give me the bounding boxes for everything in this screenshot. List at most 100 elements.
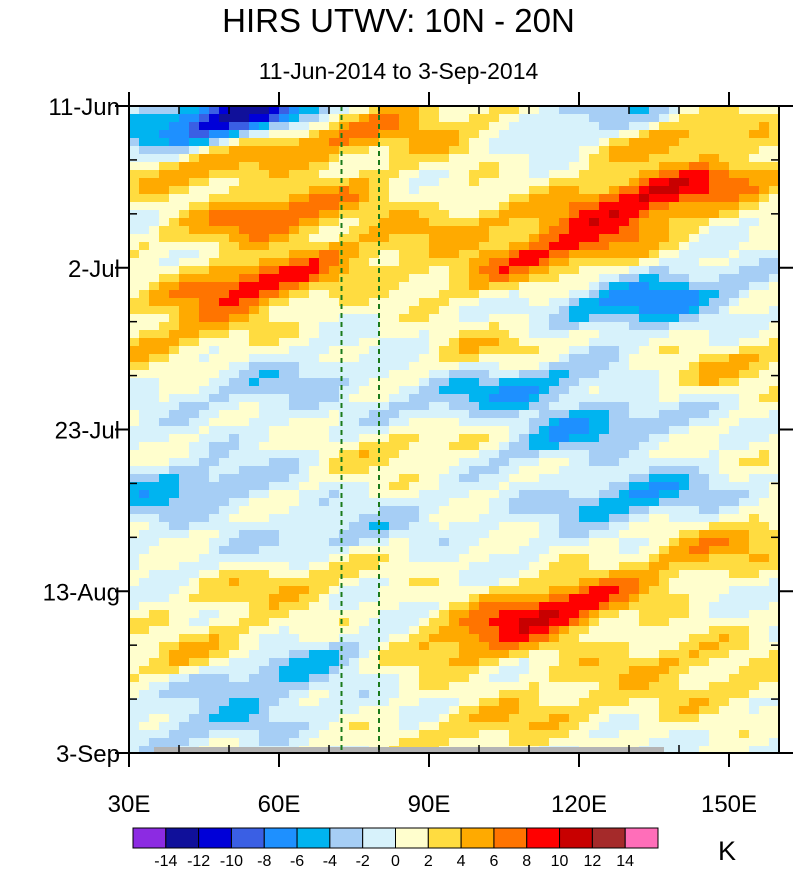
heat-cell <box>159 242 170 251</box>
heat-cell <box>439 370 450 379</box>
heat-cell <box>309 690 320 699</box>
heat-cell <box>549 178 560 187</box>
heat-cell <box>479 250 490 259</box>
heat-cell <box>489 402 500 411</box>
heat-cell <box>439 458 450 467</box>
heat-cell <box>259 642 270 651</box>
heat-cell <box>189 666 200 675</box>
heat-cell <box>249 514 260 523</box>
heat-cell <box>579 266 590 275</box>
heat-cell <box>429 266 440 275</box>
heat-cell <box>399 354 410 363</box>
heat-cell <box>259 378 270 387</box>
heat-cell <box>279 386 290 395</box>
heat-cell <box>539 426 550 435</box>
heat-cell <box>339 290 350 299</box>
heat-cell <box>519 290 530 299</box>
heat-cell <box>399 394 410 403</box>
heat-cell <box>399 530 410 539</box>
heat-cell <box>169 306 180 315</box>
heat-cell <box>589 442 600 451</box>
heat-cell <box>769 202 779 211</box>
heat-cell <box>599 434 610 443</box>
heat-cell <box>569 426 580 435</box>
heat-cell <box>389 610 400 619</box>
heat-cell <box>359 474 370 483</box>
heat-cell <box>709 370 720 379</box>
heat-cell <box>319 130 330 139</box>
heat-cell <box>749 170 760 179</box>
heat-cell <box>499 634 510 643</box>
heat-cell <box>279 178 290 187</box>
heat-cell <box>159 266 170 275</box>
heat-cell <box>699 658 710 667</box>
heat-cell <box>629 450 640 459</box>
heat-cell <box>729 242 740 251</box>
heat-cell <box>439 674 450 683</box>
heat-cell <box>549 626 560 635</box>
heat-cell <box>409 458 420 467</box>
heat-cell <box>509 610 520 619</box>
heat-cell <box>589 706 600 715</box>
heat-cell <box>679 458 690 467</box>
heat-cell <box>219 394 230 403</box>
heat-cell <box>429 538 440 547</box>
heat-cell <box>769 570 779 579</box>
heat-cell <box>529 602 540 611</box>
heat-cell <box>449 138 460 147</box>
heat-cell <box>519 698 530 707</box>
heat-cell <box>359 250 370 259</box>
heat-cell <box>549 290 560 299</box>
heat-cell <box>379 162 390 171</box>
heat-cell <box>309 170 320 179</box>
heat-cell <box>319 474 330 483</box>
heat-cell <box>599 170 610 179</box>
heat-cell <box>659 242 670 251</box>
heat-cell <box>479 458 490 467</box>
heat-cell <box>579 610 590 619</box>
heat-cell <box>609 146 620 155</box>
heat-cell <box>519 138 530 147</box>
heat-cell <box>609 362 620 371</box>
heat-cell <box>589 562 600 571</box>
heat-cell <box>409 642 420 651</box>
heat-cell <box>679 138 690 147</box>
heat-cell <box>549 674 560 683</box>
heat-cell <box>319 538 330 547</box>
heat-cell <box>289 530 300 539</box>
heat-cell <box>309 426 320 435</box>
heat-cell <box>569 330 580 339</box>
heat-cell <box>399 210 410 219</box>
heat-cell <box>599 386 610 395</box>
heat-cell <box>359 290 370 299</box>
heat-cell <box>599 186 610 195</box>
heat-cell <box>529 594 540 603</box>
heat-cell <box>459 610 470 619</box>
heat-cell <box>689 354 700 363</box>
heat-cell <box>599 346 610 355</box>
heat-cell <box>569 538 580 547</box>
heat-cell <box>169 426 180 435</box>
heat-cell <box>659 458 670 467</box>
heat-cell <box>549 562 560 571</box>
heat-cell <box>459 482 470 491</box>
heat-cell <box>439 426 450 435</box>
heat-cell <box>279 562 290 571</box>
heat-cell <box>629 154 640 163</box>
heat-cell <box>349 538 360 547</box>
heat-cell <box>579 114 590 123</box>
heat-cell <box>759 362 770 371</box>
heat-cell <box>169 538 180 547</box>
heat-cell <box>129 378 140 387</box>
heat-cell <box>299 362 310 371</box>
heat-cell <box>379 458 390 467</box>
heat-cell <box>679 338 690 347</box>
heat-cell <box>409 618 420 627</box>
heat-cell <box>189 530 200 539</box>
heat-cell <box>559 138 570 147</box>
heat-cell <box>389 434 400 443</box>
heat-cell <box>349 122 360 131</box>
heat-cell <box>469 586 480 595</box>
heat-cell <box>329 298 340 307</box>
heat-cell <box>659 282 670 291</box>
